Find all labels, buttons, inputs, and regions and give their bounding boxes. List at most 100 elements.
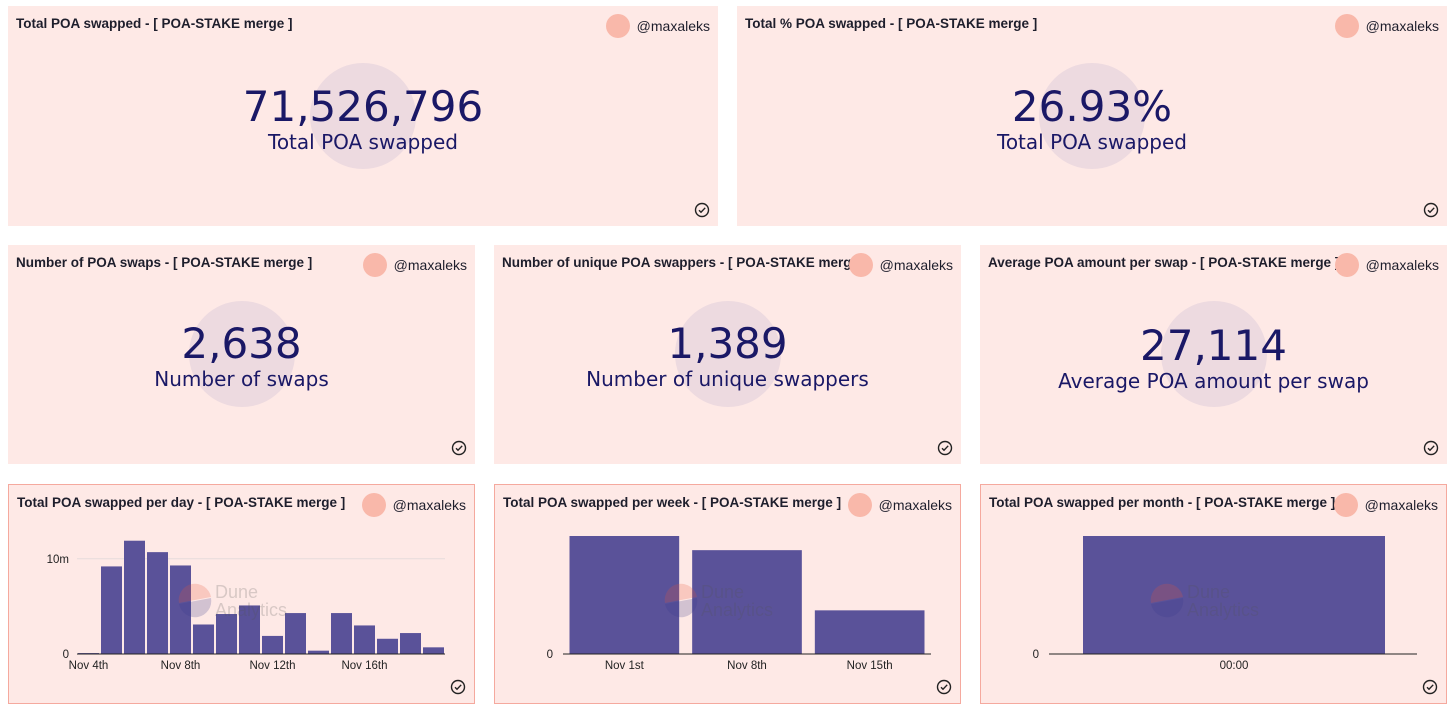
card-title[interactable]: Total POA swapped - [ POA-STAKE merge ] xyxy=(16,16,293,31)
decorative-circle xyxy=(674,301,781,407)
watermark-logo-top xyxy=(178,583,211,603)
counter: 71,526,796 Total POA swapped xyxy=(8,82,718,155)
watermark-line1: Dune xyxy=(1187,582,1230,602)
author-name: @maxaleks xyxy=(393,257,467,273)
counter-label: Average POA amount per swap xyxy=(1058,369,1369,393)
avatar xyxy=(605,14,630,38)
author-name: @maxaleks xyxy=(879,257,953,273)
counter-value: 27,114 xyxy=(1140,321,1287,370)
bar xyxy=(569,536,680,654)
watermark-logo-bottom xyxy=(1151,598,1184,618)
bar xyxy=(377,638,398,654)
card-title[interactable]: Total POA swapped per month - [ POA-STAK… xyxy=(989,495,1336,510)
author-name: @maxaleks xyxy=(878,497,952,513)
decorative-circle xyxy=(1160,301,1267,407)
card-title[interactable]: Total POA swapped per day - [ POA-STAKE … xyxy=(17,495,346,510)
x-tick-label: Nov 1st xyxy=(605,660,645,672)
card-unique-swappers: Number of unique POA swappers - [ POA-ST… xyxy=(494,245,961,464)
decorative-circle xyxy=(188,301,295,407)
counter-value: 1,389 xyxy=(667,319,788,368)
watermark-line2: Analytics xyxy=(215,600,287,620)
bar xyxy=(147,552,168,654)
card-title[interactable]: Number of unique POA swappers - [ POA-ST… xyxy=(502,255,868,270)
counter-label: Number of swaps xyxy=(154,367,329,391)
card-title[interactable]: Total % POA swapped - [ POA-STAKE merge … xyxy=(745,16,1038,31)
bar xyxy=(308,650,329,654)
bar xyxy=(124,540,145,654)
x-tick-label: Nov 16th xyxy=(341,660,387,672)
author[interactable]: @maxaleks xyxy=(605,14,710,38)
avatar xyxy=(847,493,872,517)
card-title[interactable]: Average POA amount per swap - [ POA-STAK… xyxy=(988,255,1340,270)
watermark-logo-top xyxy=(664,583,697,603)
bar xyxy=(170,565,191,654)
author-name: @maxaleks xyxy=(636,18,710,34)
check-circle-icon xyxy=(936,679,952,695)
author[interactable]: @maxaleks xyxy=(1334,14,1439,38)
bar xyxy=(354,625,375,654)
counter: 2,638 Number of swaps xyxy=(8,319,475,392)
author[interactable]: @maxaleks xyxy=(1334,253,1439,277)
x-tick-label: Nov 4th xyxy=(69,660,109,672)
bar xyxy=(216,614,237,654)
avatar xyxy=(361,493,386,517)
card-swapped-per-week: Total POA swapped per week - [ POA-STAKE… xyxy=(494,484,961,704)
bar xyxy=(285,613,306,654)
x-tick-label: 00:00 xyxy=(1220,660,1249,672)
bar xyxy=(101,566,122,654)
avatar xyxy=(1333,493,1358,517)
card-total-poa-swapped: Total POA swapped - [ POA-STAKE merge ] … xyxy=(8,6,718,226)
bar xyxy=(331,613,352,654)
watermark-logo-bottom xyxy=(179,598,212,618)
card-number-of-swaps: Number of POA swaps - [ POA-STAKE merge … xyxy=(8,245,475,464)
bar xyxy=(814,610,925,654)
avatar xyxy=(362,253,387,277)
counter: 27,114 Average POA amount per swap xyxy=(980,321,1447,394)
decorative-circle xyxy=(310,63,416,169)
card-title[interactable]: Total POA swapped per week - [ POA-STAKE… xyxy=(503,495,842,510)
y-tick-label: 0 xyxy=(63,649,69,661)
bar xyxy=(193,624,214,654)
author[interactable]: @maxaleks xyxy=(362,253,467,277)
check-circle-icon xyxy=(937,440,953,456)
counter-label: Total POA swapped xyxy=(268,130,458,154)
counter-label: Total POA swapped xyxy=(997,130,1187,154)
author[interactable]: @maxaleks xyxy=(1333,493,1438,517)
bar xyxy=(692,550,802,654)
card-title[interactable]: Number of POA swaps - [ POA-STAKE merge … xyxy=(16,255,313,270)
counter-value: 71,526,796 xyxy=(242,82,484,131)
avatar xyxy=(1334,14,1359,38)
check-circle-icon xyxy=(451,440,467,456)
avatar xyxy=(848,253,873,277)
counter-label: Number of unique swappers xyxy=(586,367,869,391)
check-circle-icon xyxy=(1423,202,1439,218)
counter: 1,389 Number of unique swappers xyxy=(494,319,961,392)
y-tick-label: 10m xyxy=(47,554,69,566)
check-circle-icon xyxy=(1422,679,1438,695)
author-name: @maxaleks xyxy=(1365,18,1439,34)
card-average-amount: Average POA amount per swap - [ POA-STAK… xyxy=(980,245,1447,464)
check-circle-icon xyxy=(1423,440,1439,456)
y-tick-label: 0 xyxy=(1033,649,1039,661)
bar xyxy=(1083,536,1385,654)
counter-value: 26.93% xyxy=(1011,82,1173,131)
watermark-line2: Analytics xyxy=(1187,600,1259,620)
bar xyxy=(400,633,421,654)
author[interactable]: @maxaleks xyxy=(361,493,466,517)
x-tick-label: Nov 12th xyxy=(249,660,295,672)
author-name: @maxaleks xyxy=(1365,257,1439,273)
card-swapped-per-month: Total POA swapped per month - [ POA-STAK… xyxy=(980,484,1447,704)
author[interactable]: @maxaleks xyxy=(847,493,952,517)
check-circle-icon xyxy=(450,679,466,695)
bar xyxy=(423,647,444,654)
card-total-pct-swapped: Total % POA swapped - [ POA-STAKE merge … xyxy=(737,6,1447,226)
watermark-line1: Dune xyxy=(215,582,258,602)
watermark-logo-top xyxy=(1150,583,1183,603)
author[interactable]: @maxaleks xyxy=(848,253,953,277)
counter-value: 2,638 xyxy=(181,319,302,368)
